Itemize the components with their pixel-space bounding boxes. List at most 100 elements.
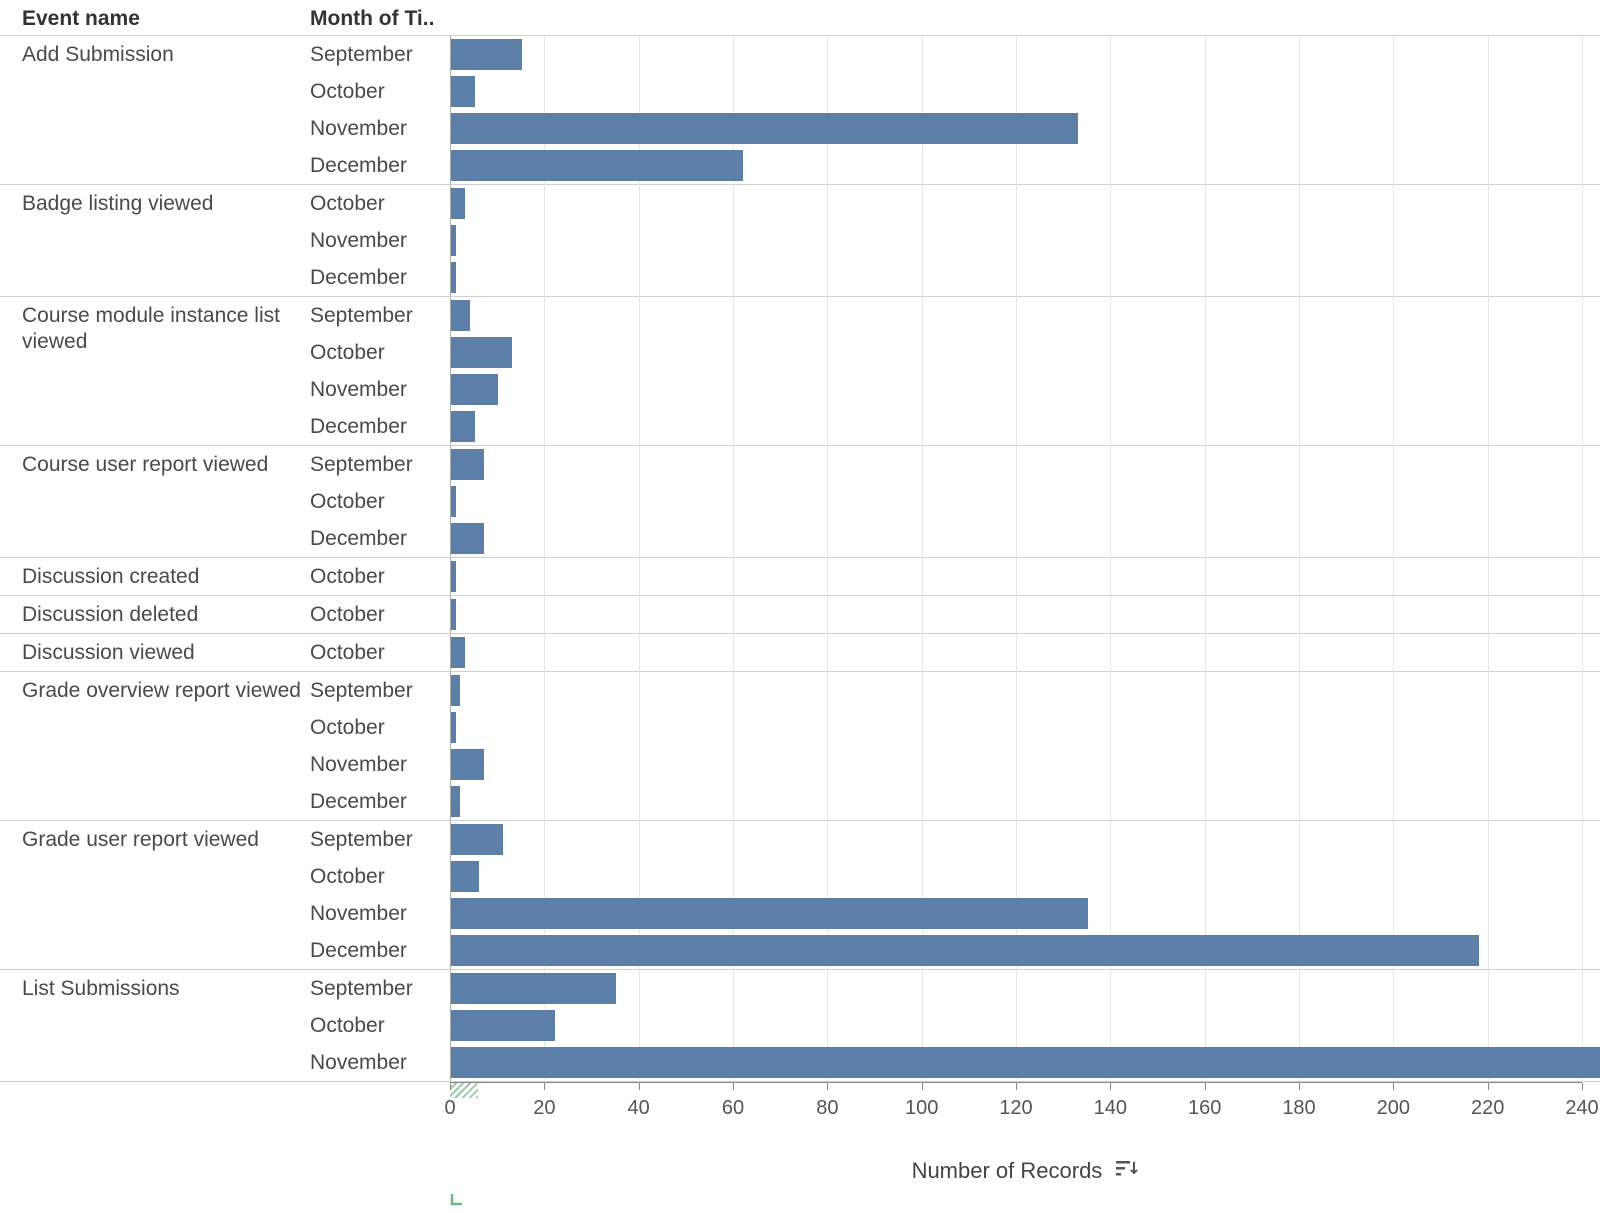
month-label[interactable]: November: [310, 753, 450, 777]
month-label[interactable]: November: [310, 1051, 450, 1075]
event-name-label[interactable]: Badge listing viewed: [0, 185, 310, 296]
bar[interactable]: [451, 1010, 555, 1041]
rows: September October December: [310, 446, 1600, 557]
rows: September October November: [310, 970, 1600, 1081]
bar[interactable]: [451, 599, 456, 630]
table-row: November: [310, 110, 1600, 147]
bar[interactable]: [451, 561, 456, 592]
bar[interactable]: [451, 898, 1088, 929]
event-name-label[interactable]: Discussion deleted: [0, 596, 310, 633]
month-label[interactable]: September: [310, 304, 450, 328]
month-label[interactable]: September: [310, 43, 450, 67]
tick-label: 220: [1471, 1097, 1504, 1120]
header-month[interactable]: Month of Ti..: [310, 7, 450, 31]
month-label[interactable]: October: [310, 603, 450, 627]
month-label[interactable]: December: [310, 415, 450, 439]
month-label[interactable]: October: [310, 716, 450, 740]
bar[interactable]: [451, 113, 1078, 144]
month-label[interactable]: October: [310, 490, 450, 514]
event-name-label[interactable]: Discussion created: [0, 558, 310, 595]
tick-label: 120: [999, 1097, 1032, 1120]
month-label[interactable]: November: [310, 378, 450, 402]
event-name-label[interactable]: Course user report viewed: [0, 446, 310, 557]
bar-cell: [450, 371, 1600, 408]
table-row: November: [310, 371, 1600, 408]
bar[interactable]: [451, 225, 456, 256]
event-group: Discussion viewedOctober: [0, 634, 1600, 672]
axis-title-text: Number of Records: [912, 1158, 1103, 1183]
bar[interactable]: [451, 262, 456, 293]
bar[interactable]: [451, 749, 484, 780]
tick-label: 240: [1565, 1097, 1598, 1120]
bar[interactable]: [451, 486, 456, 517]
table-row: September: [310, 36, 1600, 73]
bar[interactable]: [451, 861, 479, 892]
bar-cell: [450, 895, 1600, 932]
bar-cell: [450, 222, 1600, 259]
tick-label: 160: [1188, 1097, 1221, 1120]
table-row: October: [310, 73, 1600, 110]
event-name-label[interactable]: Course module instance list viewed: [0, 297, 310, 445]
month-label[interactable]: December: [310, 266, 450, 290]
header-event-name[interactable]: Event name: [0, 7, 310, 31]
month-label[interactable]: October: [310, 641, 450, 665]
month-label[interactable]: November: [310, 229, 450, 253]
event-name-label[interactable]: Discussion viewed: [0, 634, 310, 671]
month-label[interactable]: November: [310, 902, 450, 926]
month-label[interactable]: September: [310, 828, 450, 852]
tick-label: 180: [1282, 1097, 1315, 1120]
tick-mark: [1299, 1083, 1300, 1090]
bar[interactable]: [451, 374, 498, 405]
month-label[interactable]: December: [310, 154, 450, 178]
month-label[interactable]: September: [310, 679, 450, 703]
bar[interactable]: [451, 1047, 1600, 1078]
bar[interactable]: [451, 337, 512, 368]
month-label[interactable]: December: [310, 939, 450, 963]
bar[interactable]: [451, 824, 503, 855]
table-row: October: [310, 1007, 1600, 1044]
tick-label: 20: [533, 1097, 555, 1120]
table-row: October: [310, 483, 1600, 520]
tick-mark: [1582, 1083, 1583, 1090]
event-name-label[interactable]: Grade overview report viewed: [0, 672, 310, 820]
bar[interactable]: [451, 523, 484, 554]
sort-descending-icon[interactable]: [1116, 1160, 1138, 1184]
bar-cell: [450, 408, 1600, 445]
bar[interactable]: [451, 411, 475, 442]
axis-title[interactable]: Number of Records: [450, 1152, 1600, 1184]
plot-area: Add SubmissionSeptemberOctoberNovemberDe…: [0, 36, 1600, 1082]
event-group: Badge listing viewedOctober November Decem…: [0, 185, 1600, 297]
bar[interactable]: [451, 973, 616, 1004]
bar[interactable]: [451, 786, 460, 817]
bar[interactable]: [451, 188, 465, 219]
bar-cell: [450, 746, 1600, 783]
bar[interactable]: [451, 39, 522, 70]
bar[interactable]: [451, 675, 460, 706]
tick-label: 0: [444, 1097, 455, 1120]
bar[interactable]: [451, 150, 743, 181]
month-label[interactable]: October: [310, 865, 450, 889]
month-label[interactable]: October: [310, 192, 450, 216]
bar[interactable]: [451, 300, 470, 331]
rows: September October November December: [310, 672, 1600, 820]
month-label[interactable]: September: [310, 453, 450, 477]
table-row: November: [310, 895, 1600, 932]
event-name-label[interactable]: Grade user report viewed: [0, 821, 310, 969]
bar[interactable]: [451, 449, 484, 480]
month-label[interactable]: December: [310, 790, 450, 814]
month-label[interactable]: October: [310, 565, 450, 589]
event-name-label[interactable]: List Submissions: [0, 970, 310, 1081]
month-label[interactable]: December: [310, 527, 450, 551]
event-name-label[interactable]: Add Submission: [0, 36, 310, 184]
month-label[interactable]: September: [310, 977, 450, 1001]
bar[interactable]: [451, 935, 1479, 966]
month-label[interactable]: October: [310, 341, 450, 365]
bar[interactable]: [451, 76, 475, 107]
month-label[interactable]: October: [310, 80, 450, 104]
month-label[interactable]: October: [310, 1014, 450, 1038]
table-row: December: [310, 147, 1600, 184]
month-label[interactable]: November: [310, 117, 450, 141]
table-row: September: [310, 446, 1600, 483]
bar[interactable]: [451, 637, 465, 668]
bar[interactable]: [451, 712, 456, 743]
